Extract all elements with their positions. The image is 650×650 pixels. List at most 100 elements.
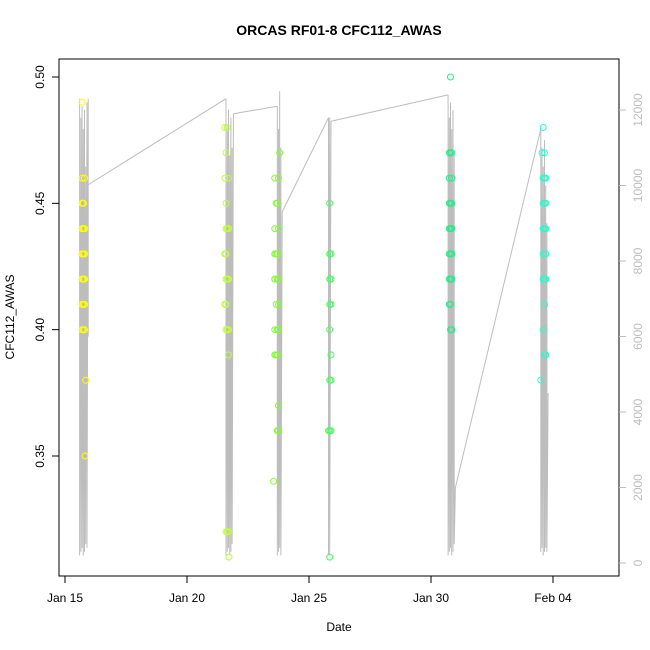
data-point xyxy=(271,250,279,258)
data-point xyxy=(537,376,545,384)
x-tick-label: Jan 25 xyxy=(291,591,327,605)
data-point xyxy=(447,326,454,334)
data-point xyxy=(448,174,456,182)
data-point xyxy=(78,225,86,233)
chart-title: ORCAS RF01-8 CFC112_AWAS xyxy=(236,22,441,38)
data-point xyxy=(79,275,87,283)
data-point xyxy=(445,250,453,258)
data-point xyxy=(225,351,232,359)
data-point xyxy=(445,199,453,207)
y2-tick-label: 12000 xyxy=(631,93,645,127)
y2-tick-label: 6000 xyxy=(631,323,645,350)
data-point xyxy=(273,275,281,283)
data-point xyxy=(272,351,280,359)
data-point xyxy=(273,199,281,207)
data-point xyxy=(225,174,232,182)
data-point xyxy=(542,250,550,258)
data-point xyxy=(271,174,279,182)
data-point xyxy=(225,275,232,283)
data-point xyxy=(222,275,230,283)
data-point xyxy=(276,149,284,157)
data-point xyxy=(327,300,335,308)
data-point xyxy=(275,427,282,435)
y2-tick-label: 0 xyxy=(631,559,645,566)
data-point xyxy=(225,528,232,536)
data-point xyxy=(541,149,548,157)
data-point xyxy=(326,199,334,207)
data-point xyxy=(327,376,335,384)
data-point xyxy=(222,300,230,308)
data-point xyxy=(270,477,278,485)
data-point xyxy=(223,124,231,131)
data-point xyxy=(273,250,281,258)
data-point xyxy=(541,225,548,233)
x-tick-label: Jan 20 xyxy=(169,591,205,605)
data-point xyxy=(271,225,279,233)
data-point xyxy=(448,275,456,283)
data-point xyxy=(222,326,230,334)
y-tick-label: 0.45 xyxy=(33,191,47,215)
altitude-line xyxy=(281,117,329,213)
data-point xyxy=(448,199,456,207)
data-point xyxy=(445,300,453,308)
altitude-line xyxy=(276,91,283,556)
data-point xyxy=(539,275,547,283)
data-point xyxy=(447,149,454,157)
y-tick-label: 0.35 xyxy=(33,444,47,468)
altitude-track-layer xyxy=(79,91,549,556)
data-point xyxy=(326,326,334,334)
y-axis-label: CFC112_AWAS xyxy=(3,275,17,360)
data-point xyxy=(541,300,548,308)
data-point xyxy=(78,250,86,258)
plot-frame xyxy=(58,58,620,577)
data-point xyxy=(271,275,279,283)
data-point xyxy=(542,174,550,182)
data-point xyxy=(221,124,229,131)
data-point xyxy=(222,149,230,157)
data-point xyxy=(275,326,282,334)
data-point xyxy=(78,174,86,182)
data-point xyxy=(539,174,547,182)
axes-layer: Jan 15 Jan 20 Jan 25 Jan 30 Feb 04 0.35 0.40 0.… xyxy=(33,65,645,605)
data-point xyxy=(445,225,453,233)
altitude-line xyxy=(79,98,89,556)
data-point xyxy=(222,199,230,207)
data-point xyxy=(327,427,335,435)
data-point xyxy=(448,250,456,258)
data-point xyxy=(539,326,547,334)
data-point xyxy=(271,326,279,334)
altitude-line xyxy=(233,105,278,115)
x-tick-label: Jan 15 xyxy=(47,591,83,605)
data-point xyxy=(448,225,456,233)
data-point xyxy=(539,250,547,258)
data-point xyxy=(78,300,86,308)
altitude-line xyxy=(328,117,332,556)
y2-tick-label: 10000 xyxy=(631,168,645,202)
data-point xyxy=(81,174,88,182)
data-point xyxy=(222,528,230,536)
data-point xyxy=(78,326,86,334)
data-point xyxy=(327,250,335,258)
altitude-line xyxy=(86,98,227,186)
data-point xyxy=(447,73,454,81)
altitude-line xyxy=(330,94,449,122)
data-point xyxy=(325,427,332,435)
data-point xyxy=(541,351,548,359)
altitude-line xyxy=(454,128,542,488)
x-tick-label: Jan 30 xyxy=(413,591,449,605)
data-point xyxy=(542,199,550,207)
x-tick-label: Feb 04 xyxy=(534,591,572,605)
data-point xyxy=(81,225,88,233)
points-layer xyxy=(78,73,550,561)
data-point xyxy=(81,326,88,334)
y2-tick-label: 4000 xyxy=(631,398,645,425)
data-point xyxy=(225,553,233,561)
data-point xyxy=(272,300,280,308)
data-point xyxy=(445,275,453,283)
altitude-line xyxy=(447,94,456,556)
y-tick-label: 0.50 xyxy=(33,65,47,89)
altitude-line xyxy=(540,128,549,556)
data-point xyxy=(326,553,334,561)
